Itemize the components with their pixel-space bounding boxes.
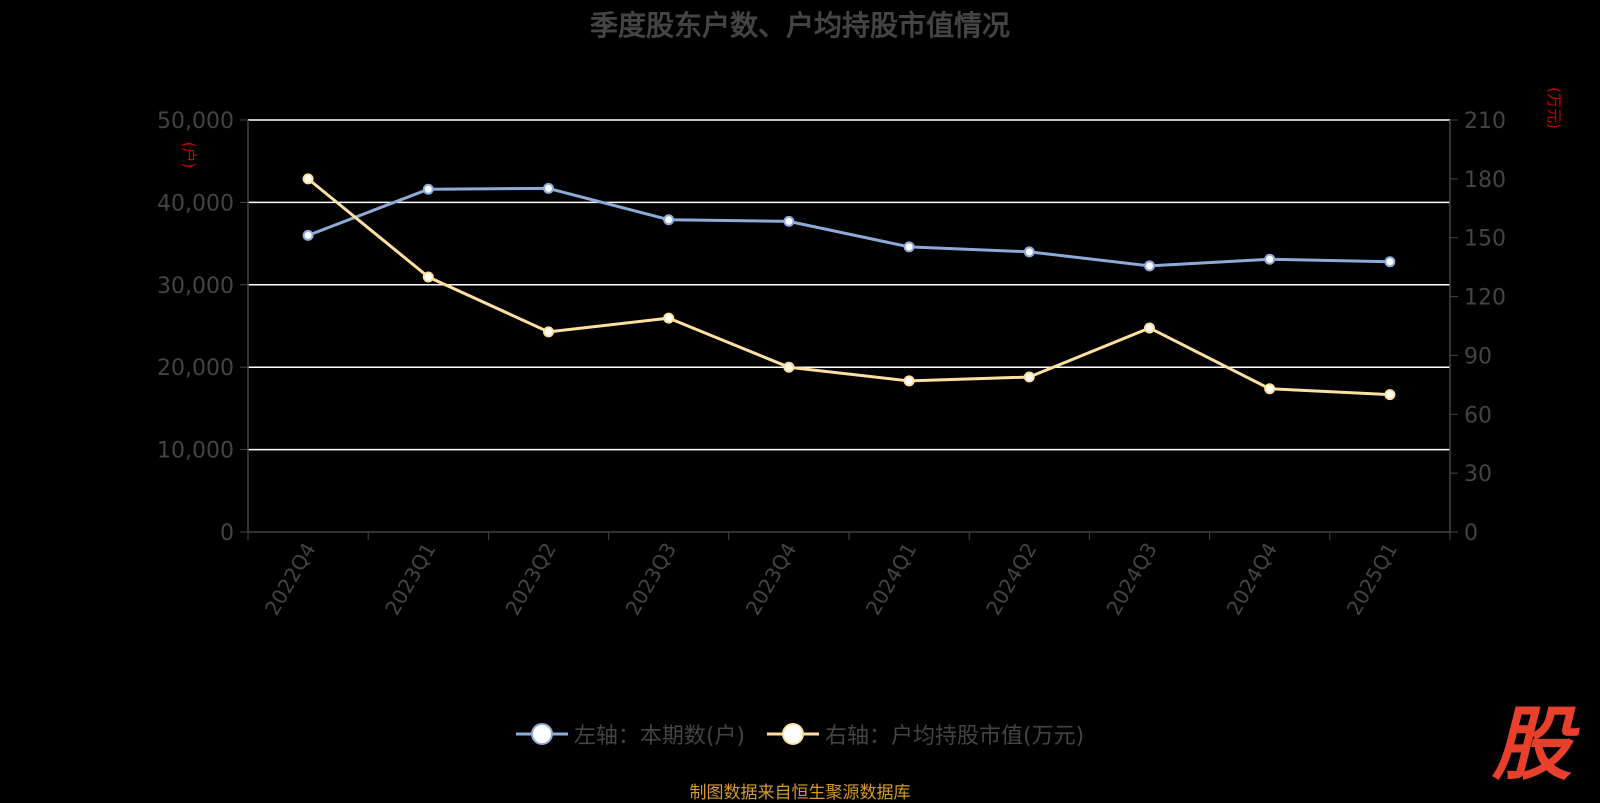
right-tick-label: 0	[1464, 521, 1478, 546]
series-0-point	[1264, 253, 1276, 265]
left-tick-label: 10,000	[157, 439, 234, 464]
grid-lines	[248, 119, 1450, 451]
series-0-point	[1384, 256, 1396, 268]
series-lines	[307, 177, 1390, 397]
x-tick-label: 2023Q3	[621, 539, 681, 620]
left-tick-label: 40,000	[157, 191, 234, 216]
series-line-0	[307, 186, 1390, 268]
series-0-point	[302, 229, 314, 241]
series-0-point	[422, 183, 434, 195]
right-tick-label: 210	[1464, 109, 1506, 134]
left-tick-label: 20,000	[157, 356, 234, 381]
x-tick-label: 2024Q3	[1101, 539, 1161, 620]
left-tick-label: 30,000	[157, 274, 234, 299]
series-1-point	[783, 361, 795, 373]
series-1-point	[1023, 371, 1035, 383]
right-tick-label: 90	[1464, 344, 1492, 369]
axes	[240, 119, 1458, 540]
series-1-point	[1264, 383, 1276, 395]
series-0-point	[1023, 246, 1035, 258]
legend-item-right[interactable]: 右轴：户均持股市值(万元)	[767, 718, 1084, 750]
series-1-point	[903, 375, 915, 387]
x-tick-label: 2024Q2	[981, 539, 1041, 620]
x-tick-label: 2023Q1	[380, 539, 440, 620]
x-tick-label: 2023Q4	[741, 539, 801, 620]
right-tick-label: 150	[1464, 227, 1506, 252]
legend-label-right: 右轴：户均持股市值(万元)	[825, 724, 1085, 749]
series-1-point	[543, 326, 554, 338]
right-tick-label: 30	[1464, 462, 1492, 487]
series-1-point	[302, 173, 314, 185]
series-0-point	[903, 241, 915, 253]
left-axis-unit: (户)	[180, 142, 198, 169]
legend: 左轴：本期数(户) 右轴：户均持股市值(万元)	[0, 718, 1600, 750]
tick-labels: 0 10,000 20,000 30,000 40,000 50,000 0 30 60 90 12…	[157, 109, 1506, 619]
x-tick-label: 2022Q4	[260, 539, 320, 620]
right-axis-unit: (万元)	[1545, 87, 1563, 129]
series-0-point	[663, 214, 675, 226]
series-points	[302, 173, 1396, 401]
series-1-point	[422, 271, 434, 283]
series-1-point	[663, 312, 675, 324]
legend-item-left[interactable]: 左轴：本期数(户)	[515, 718, 745, 750]
x-tick-label: 2025Q1	[1342, 539, 1402, 620]
series-line-1	[307, 177, 1390, 397]
series-1-point	[1144, 322, 1155, 334]
data-source-note: 制图数据来自恒生聚源数据库	[689, 783, 911, 803]
series-0-point	[543, 182, 554, 194]
right-tick-label: 60	[1464, 403, 1492, 428]
legend-swatch-right	[767, 723, 819, 745]
x-tick-label: 2023Q2	[500, 539, 560, 620]
legend-label-left: 左轴：本期数(户)	[573, 724, 745, 749]
series-1-point	[1384, 389, 1396, 401]
left-tick-label: 0	[220, 521, 234, 546]
chart-title: 季度股东户数、户均持股市值情况	[589, 9, 1010, 42]
series-0-point	[1144, 260, 1155, 272]
logo: 股	[1492, 698, 1572, 791]
right-tick-label: 180	[1464, 168, 1506, 193]
x-tick-label: 2024Q4	[1222, 539, 1282, 620]
series-0-point	[783, 215, 795, 227]
left-tick-label: 50,000	[157, 109, 234, 134]
legend-swatch-left	[515, 723, 568, 745]
right-tick-label: 120	[1464, 286, 1506, 311]
x-tick-label: 2024Q1	[861, 539, 921, 620]
